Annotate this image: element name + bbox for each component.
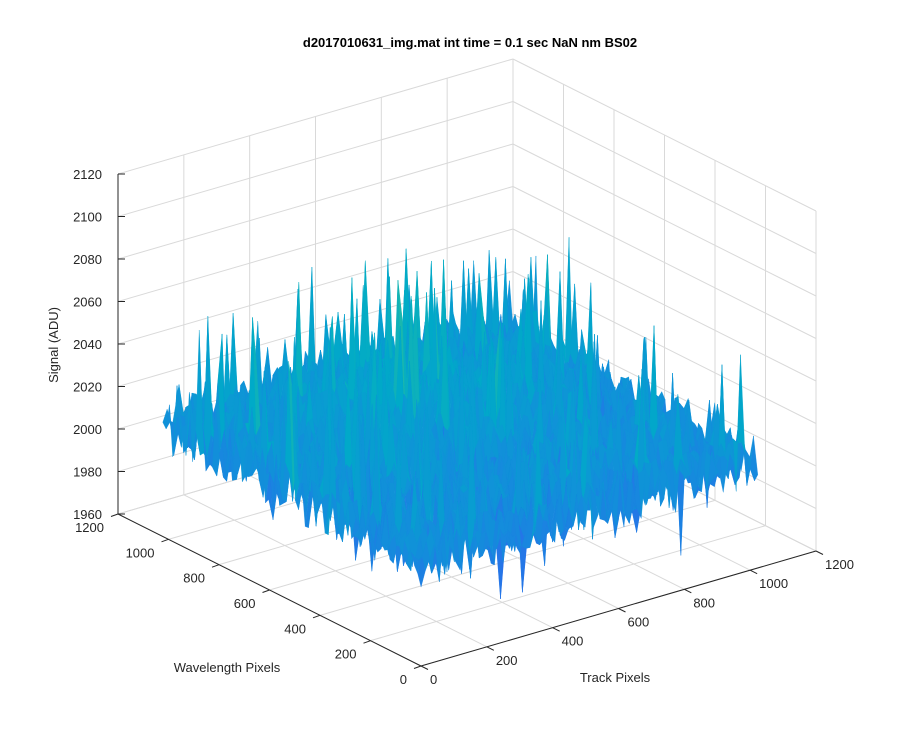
surface-patch — [196, 330, 204, 455]
surface-plot — [163, 237, 758, 599]
surface-patch — [737, 355, 745, 452]
